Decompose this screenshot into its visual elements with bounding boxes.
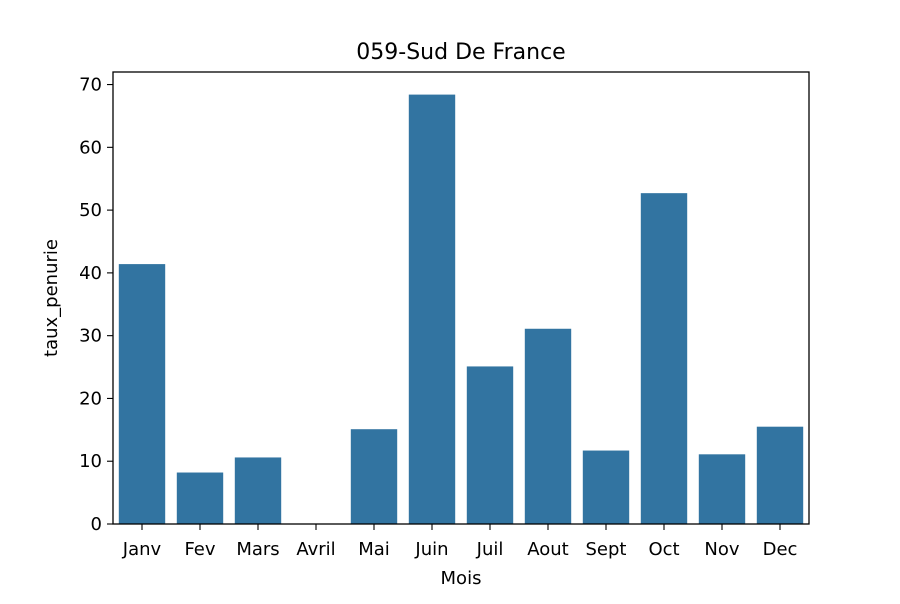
x-tick-label: Juil (476, 539, 504, 560)
y-tick-label: 70 (79, 75, 102, 96)
bar-juin (408, 94, 456, 524)
bar-fev (176, 472, 224, 524)
x-tick-label: Juin (414, 539, 448, 560)
x-tick-label: Dec (763, 539, 798, 560)
bar-nov (698, 454, 746, 524)
y-tick-label: 60 (79, 137, 102, 158)
x-tick-label: Mars (236, 539, 279, 560)
y-tick-label: 50 (79, 200, 102, 221)
bar-aout (524, 328, 572, 524)
x-axis-label: Mois (441, 568, 482, 589)
x-tick-label: Aout (527, 539, 568, 560)
y-axis: 0 10 20 30 40 50 60 70 (79, 75, 113, 535)
bar-janv (118, 264, 166, 524)
x-axis: Janv Fev Mars Avril Mai Juin Juil Aout Sept Oct No… (122, 524, 798, 560)
chart-title: 059-Sud De France (356, 40, 565, 65)
bar-sept (582, 450, 630, 524)
bar-mai (350, 429, 398, 524)
bars-group (118, 94, 804, 524)
x-tick-label: Oct (648, 539, 679, 560)
x-tick-label: Sept (586, 539, 627, 560)
y-tick-label: 20 (79, 388, 102, 409)
x-tick-label: Mai (358, 539, 390, 560)
y-tick-label: 40 (79, 263, 102, 284)
bar-oct (640, 193, 688, 524)
y-tick-label: 30 (79, 326, 102, 347)
y-axis-label: taux_penurie (41, 239, 62, 357)
bar-dec (756, 426, 804, 524)
bar-juil (466, 366, 514, 524)
bar-mars (234, 457, 282, 524)
x-tick-label: Avril (296, 539, 335, 560)
x-tick-label: Nov (704, 539, 739, 560)
y-tick-label: 10 (79, 451, 102, 472)
x-tick-label: Fev (184, 539, 215, 560)
plot-frame (112, 71, 810, 525)
x-tick-label: Janv (122, 539, 162, 560)
y-tick-label: 0 (91, 514, 102, 535)
